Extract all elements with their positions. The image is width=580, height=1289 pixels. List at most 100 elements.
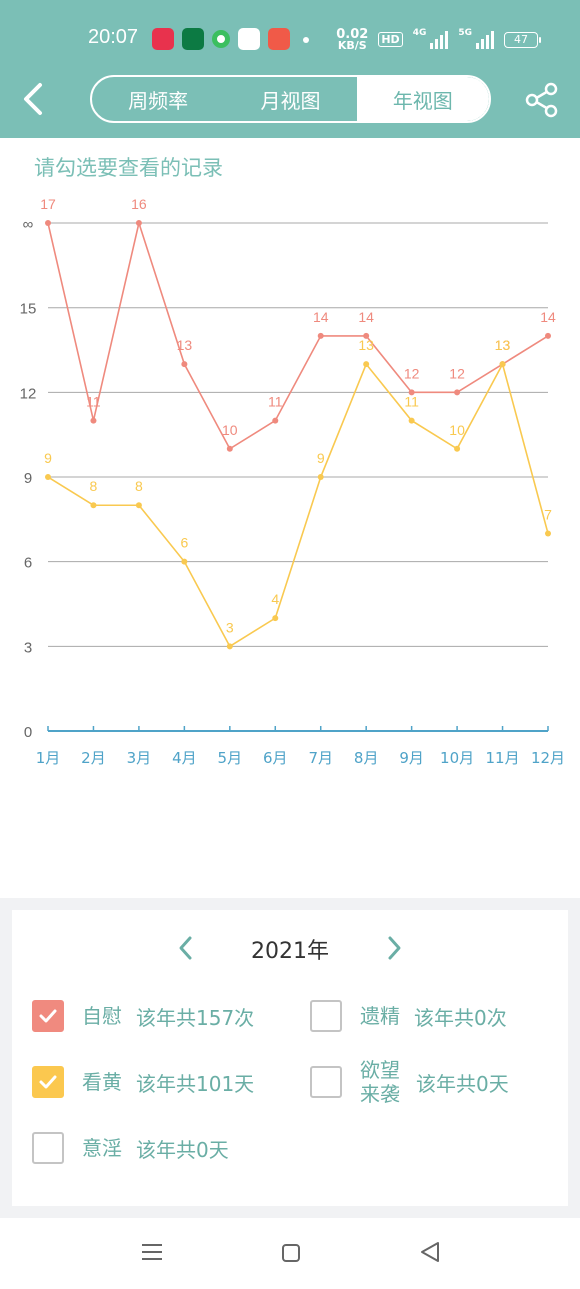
data-point — [408, 417, 415, 424]
data-label: 14 — [358, 309, 374, 325]
data-point — [90, 417, 97, 424]
chevron-left-icon[interactable] — [174, 934, 198, 962]
chevron-left-icon[interactable] — [18, 82, 48, 116]
y-tick-label: ∞ — [23, 216, 34, 233]
data-label: 12 — [449, 365, 465, 381]
year-line-chart: 0 3 6 9 12 15 ∞ 1月 2月 3月 4月 5月 6月 7月 8月 9月 10月 11月 12月 17 11… — [20, 196, 565, 767]
data-label: 8 — [135, 478, 143, 494]
data-label: 14 — [313, 309, 329, 325]
option-masturbation[interactable]: 自慰 该年共157次 — [32, 1000, 254, 1032]
chevron-right-icon[interactable] — [382, 934, 406, 962]
data-label: 13 — [495, 337, 511, 353]
system-icons: 0.02 KB/S HD 4G 5G 47 — [336, 28, 541, 51]
data-point — [181, 361, 188, 368]
data-point — [45, 220, 51, 227]
data-label: 11 — [86, 394, 101, 410]
checkbox-checked[interactable] — [32, 1000, 64, 1032]
signal-strength-icon — [430, 30, 449, 49]
option-name: 意淫 — [82, 1136, 122, 1160]
share-icon[interactable] — [524, 82, 560, 118]
y-tick-label: 15 — [20, 301, 37, 318]
music-notification-icon — [268, 28, 290, 50]
data-point — [499, 361, 506, 368]
status-bar: 20:07 0.02 KB/S HD 4G 5G 47 — [0, 18, 580, 58]
checkbox-unchecked[interactable] — [310, 1000, 342, 1032]
data-label: 12 — [404, 365, 420, 381]
x-tick-label: 5月 — [218, 749, 243, 767]
x-tick-label: 8月 — [354, 749, 379, 767]
data-label: 6 — [180, 535, 188, 551]
series-line-0 — [47, 220, 549, 450]
status-time: 20:07 — [88, 26, 139, 48]
option-emission[interactable]: 遗精 该年共0次 — [310, 1000, 507, 1032]
more-notifications-dot-icon — [303, 37, 309, 43]
y-tick-label: 6 — [24, 555, 32, 572]
data-label: 7 — [544, 506, 552, 522]
checkbox-checked[interactable] — [32, 1066, 64, 1098]
tab-year-view[interactable]: 年视图 — [356, 77, 489, 121]
data-label: 4 — [271, 591, 279, 607]
data-point — [454, 389, 461, 396]
network-speed: 0.02 KB/S — [336, 28, 368, 51]
data-point — [317, 474, 324, 481]
data-label: 14 — [540, 309, 556, 325]
menu-icon[interactable] — [140, 1242, 164, 1262]
back-triangle-icon[interactable] — [418, 1240, 442, 1264]
data-point — [363, 361, 370, 368]
hd-voice-icon: HD — [378, 32, 403, 47]
option-stat: 该年共157次 — [136, 1005, 255, 1030]
checkbox-unchecked[interactable] — [32, 1132, 64, 1164]
y-tick-label: 9 — [24, 470, 32, 487]
data-point — [545, 332, 551, 339]
network-type-2: 5G — [458, 28, 472, 38]
option-stat: 该年共101天 — [136, 1071, 255, 1096]
option-fantasy[interactable]: 意淫 该年共0天 — [32, 1132, 229, 1164]
app-notification-icon — [152, 28, 174, 50]
tab-month-view[interactable]: 月视图 — [224, 77, 356, 121]
x-tick-label: 6月 — [263, 749, 288, 767]
oppo-notification-icon — [182, 28, 204, 50]
data-label: 10 — [222, 422, 238, 438]
data-point — [272, 615, 279, 622]
checkbox-unchecked[interactable] — [310, 1066, 342, 1098]
data-label: 16 — [131, 196, 147, 212]
tab-weekly-frequency[interactable]: 周频率 — [92, 77, 224, 121]
x-tick-label: 12月 — [531, 749, 565, 767]
signal-strength-2-icon — [476, 30, 494, 49]
option-stat: 该年共0天 — [416, 1071, 509, 1096]
ring-notification-icon — [212, 30, 230, 48]
x-tick-label: 11月 — [485, 749, 519, 767]
data-label: 13 — [177, 337, 193, 353]
system-nav-bar — [0, 1218, 580, 1289]
data-point — [90, 502, 97, 509]
tab-label: 月视图 — [260, 88, 321, 113]
data-label: 11 — [268, 394, 283, 410]
option-desire[interactable]: 欲望来袭 该年共0天 — [310, 1058, 509, 1106]
data-point — [45, 474, 51, 481]
data-point — [226, 445, 233, 452]
heart-notification-icon — [238, 28, 260, 50]
data-point — [181, 558, 188, 565]
data-label: 17 — [40, 196, 56, 212]
data-point — [135, 502, 142, 509]
data-label: 8 — [90, 478, 98, 494]
y-tick-label: 0 — [24, 724, 32, 741]
x-tick-label: 4月 — [172, 749, 197, 767]
x-tick-label: 9月 — [399, 749, 424, 767]
option-porn[interactable]: 看黄 该年共101天 — [32, 1066, 254, 1098]
data-label: 9 — [317, 450, 325, 466]
data-point — [454, 445, 461, 452]
y-tick-label: 3 — [24, 639, 32, 656]
battery-icon: 47 — [504, 31, 541, 48]
record-selection-card: 2021年 自慰 该年共157次 遗精 该年共0次 看黄 该年共101天 欲望来… — [12, 910, 568, 1206]
data-point — [363, 332, 370, 339]
option-name: 看黄 — [82, 1070, 122, 1094]
tab-label: 周频率 — [128, 88, 189, 113]
x-tick-label: 3月 — [127, 749, 152, 767]
app-header: 20:07 0.02 KB/S HD 4G 5G 47 周频率 月视图 年视图 — [0, 0, 580, 138]
data-label: 13 — [358, 337, 374, 353]
home-square-icon[interactable] — [280, 1242, 302, 1264]
check-icon — [39, 1075, 57, 1089]
data-point — [408, 389, 415, 396]
x-tick-label: 7月 — [308, 749, 333, 767]
